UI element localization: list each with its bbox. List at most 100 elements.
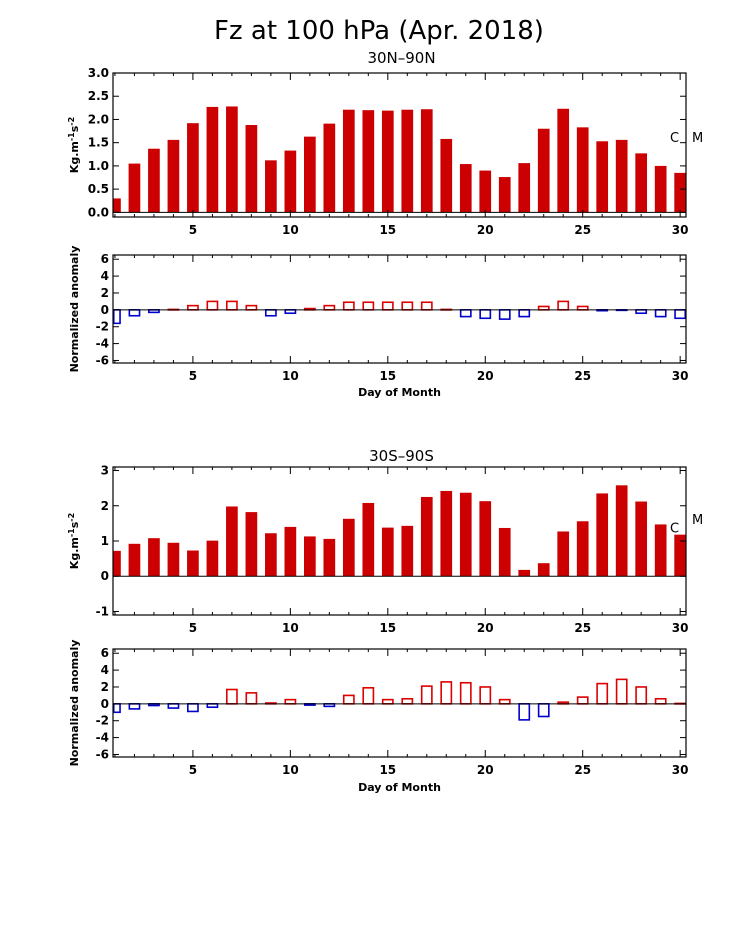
anomaly-bar-day-14 [362,301,375,311]
fz-bar-day-9 [265,533,277,577]
fz-bar-day-12 [323,538,336,577]
y-tick-label: 2 [101,286,109,300]
y-tick-label: 2 [101,499,109,513]
anomaly-bar-day-5 [187,304,199,311]
anomaly-bar-day-10 [284,698,297,705]
y-tick-label: -2 [96,714,109,728]
anomaly-bar-day-29 [654,697,667,705]
x-axis-label: Day of Month [358,781,441,794]
fz-bar-day-3 [148,148,160,213]
x-tick-label: 10 [282,223,299,237]
anomaly-bar-day-20 [479,309,492,320]
anomaly-bar-day-18 [440,681,453,705]
fz-bar-day-3 [148,538,160,577]
fz-bar-day-8 [245,512,258,577]
fz-bar-day-6 [206,540,219,577]
y-tick-label: 3 [101,464,109,478]
panel-title: 30S–90S [369,447,434,465]
x-tick-label: 20 [477,223,494,237]
anomaly-bar-day-17 [420,685,433,705]
anomaly-bar-day-22 [518,309,531,318]
x-tick-label: 20 [477,621,494,635]
anomaly-bar-day-4 [167,703,180,709]
main-title: Fz at 100 hPa (Apr. 2018) [214,16,544,46]
fz-bar-day-17 [420,496,433,577]
fz-bar-day-10 [284,526,297,577]
anomaly-bar-day-25 [576,696,589,705]
anomaly-bar-day-17 [420,301,433,311]
y-tick-label: 0.0 [88,205,109,219]
fz-bar-day-19 [459,492,472,577]
x-tick-label: 25 [574,369,591,383]
fz-bar-day-2 [128,163,141,213]
y-axis-label: Kg.m-1s-2 [67,513,81,569]
y-tick-label: 1 [101,534,109,548]
fz-bar-day-26 [596,141,609,213]
y-tick-label: -6 [96,353,109,367]
fz-bar-day-19 [459,164,472,213]
anomaly-bar-day-28 [635,686,648,705]
x-tick-label: 10 [282,369,299,383]
x-tick-label: 25 [574,763,591,777]
x-tick-label: 15 [379,621,396,635]
fz-bar-day-21 [498,527,511,577]
y-tick-label: 0.5 [88,182,109,196]
x-tick-label: 25 [574,621,591,635]
anomaly-bar-day-25 [576,305,589,311]
fz-bar-day-13 [342,518,355,577]
y-axis-label: Normalized anomaly [68,640,81,767]
fz-bar-day-2 [128,543,141,577]
x-tick-label: 30 [672,763,689,777]
x-tick-label: 5 [189,223,197,237]
fz-bar-day-16 [401,525,414,577]
fz-bar-day-22 [518,163,531,213]
y-axis-label-part: Kg.m [68,537,81,569]
fz-bar-day-24 [557,531,570,577]
y-axis-label-part: Kg.m [68,141,81,173]
mean-marker-m: M [692,513,703,528]
y-tick-label: 0 [101,303,109,317]
anomaly-bar-day-6 [206,300,219,311]
fz-bar-day-10 [284,150,297,213]
y-axis-label-superscript: -1 [67,528,76,537]
fz-bar-day-12 [323,123,336,213]
fz-bar-day-20 [479,170,492,213]
fz-bar-day-14 [362,502,375,577]
x-tick-label: 20 [477,369,494,383]
fz-bar-day-30 [674,534,686,577]
fz-bar-day-29 [654,165,667,213]
fz-bar-day-17 [420,109,433,213]
plot-frame [112,72,687,218]
y-tick-label: 6 [101,252,109,266]
fz-bar-day-24 [557,108,570,213]
anomaly-bar-day-1 [112,703,121,714]
fz-bar-day-27 [615,139,628,213]
y-axis-label-superscript: -2 [67,513,76,522]
fz-bar-day-22 [518,569,531,577]
y-tick-label: -4 [96,337,109,351]
y-axis-label-superscript: -2 [67,117,76,126]
anomaly-bar-day-21 [498,309,511,320]
fz-bar-day-15 [381,527,394,577]
anomaly-bar-day-7 [225,688,238,705]
x-tick-label: 25 [574,223,591,237]
fz-bar-day-28 [635,501,648,577]
x-tick-label: 5 [189,369,197,383]
anomaly-bar-day-1 [112,309,121,325]
anomaly-bar-day-13 [342,694,355,705]
x-tick-label: 15 [379,763,396,777]
anomaly-bar-day-2 [128,309,141,317]
fz-bar-day-25 [576,127,589,213]
y-tick-label: 4 [101,269,109,283]
anomaly-bar-day-16 [401,697,414,705]
y-tick-label: -6 [96,747,109,761]
x-tick-label: 10 [282,763,299,777]
y-tick-label: 2 [101,680,109,694]
anomaly-bar-day-7 [225,300,238,311]
y-tick-label: 6 [101,646,109,660]
fz-bar-day-20 [479,501,492,577]
anomaly-bar-day-23 [537,305,550,311]
anomaly-bar-day-30 [674,309,687,320]
y-tick-label: 0 [101,569,109,583]
